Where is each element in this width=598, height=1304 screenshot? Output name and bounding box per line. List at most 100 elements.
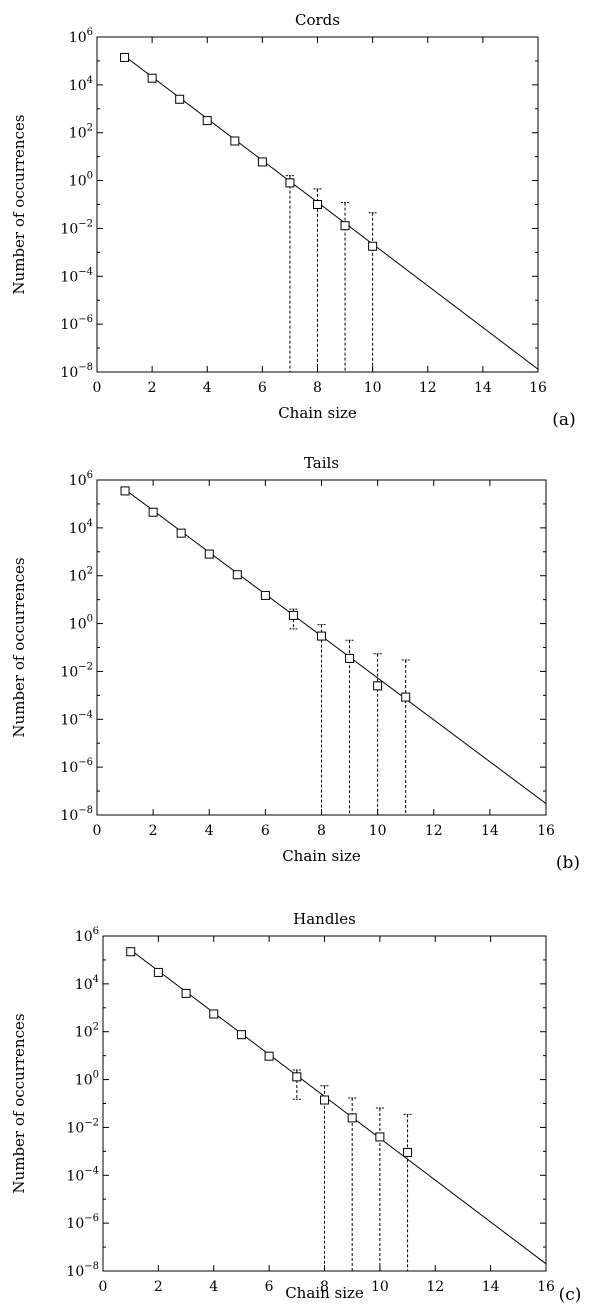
y-tick-exponent: 4: [93, 974, 99, 985]
x-tick-label: 2: [154, 1279, 163, 1295]
y-tick-base: 10: [75, 929, 93, 945]
x-tick-label: 8: [313, 380, 322, 396]
y-tick-base: 10: [75, 977, 93, 993]
y-tick-base: 10: [69, 174, 87, 190]
y-axis-label: Number of occurrences: [10, 557, 28, 737]
data-point: [373, 681, 383, 691]
y-tick-exponent: −4: [78, 266, 93, 277]
y-tick-exponent: −4: [84, 1165, 99, 1176]
y-tick-base: 10: [66, 1168, 84, 1184]
y-tick-exponent: −8: [84, 1261, 99, 1272]
y-tick-exponent: 2: [93, 1022, 99, 1033]
x-tick-label: 16: [537, 1279, 555, 1295]
y-tick-exponent: 6: [87, 470, 93, 481]
y-tick-label: 10−8: [60, 362, 93, 381]
y-tick-label: 10−4: [66, 1165, 99, 1184]
y-tick-exponent: 0: [93, 1070, 99, 1081]
data-point: [320, 1095, 329, 1105]
x-tick-label: 0: [99, 1279, 108, 1295]
y-tick-exponent: 2: [87, 566, 93, 577]
data-point: [232, 570, 242, 580]
x-tick-label: 14: [474, 380, 492, 396]
y-tick-base: 10: [60, 365, 78, 381]
x-tick-label: 10: [369, 823, 387, 839]
y-tick-exponent: −2: [78, 218, 93, 229]
x-tick-label: 10: [364, 380, 382, 396]
data-point: [347, 1113, 357, 1123]
panel-label: (c): [559, 1285, 582, 1304]
x-axis-label: Chain size: [285, 1284, 364, 1302]
y-tick-label: 102: [75, 1022, 99, 1041]
x-tick-label: 4: [209, 1279, 218, 1295]
data-point: [236, 1030, 246, 1040]
x-tick-label: 12: [426, 1279, 444, 1295]
y-tick-exponent: 4: [87, 75, 93, 86]
y-tick-label: 10−8: [66, 1261, 99, 1280]
y-tick-label: 100: [69, 171, 93, 190]
data-point: [204, 549, 214, 559]
data-point: [375, 1132, 385, 1142]
y-tick-base: 10: [75, 1073, 93, 1089]
data-point: [120, 52, 130, 62]
data-point: [126, 947, 136, 957]
y-tick-exponent: −6: [78, 757, 93, 768]
data-point: [260, 590, 270, 600]
x-tick-label: 16: [529, 380, 547, 396]
y-tick-base: 10: [75, 1025, 93, 1041]
y-tick-label: 10−8: [60, 805, 93, 824]
data-point: [340, 221, 350, 231]
y-tick-exponent: 6: [93, 926, 99, 937]
x-tick-label: 2: [148, 380, 157, 396]
data-point: [148, 507, 158, 517]
x-tick-label: 6: [258, 380, 267, 396]
fit-line: [124, 489, 546, 804]
fit-line: [130, 949, 546, 1265]
x-tick-label: 6: [265, 1279, 274, 1295]
y-tick-label: 102: [69, 566, 93, 585]
y-tick-label: 106: [69, 27, 93, 46]
data-point: [176, 528, 186, 538]
y-tick-label: 100: [75, 1070, 99, 1089]
data-point: [288, 610, 298, 620]
panel-label: (a): [552, 410, 575, 430]
data-point: [285, 178, 295, 188]
y-tick-base: 10: [60, 221, 78, 237]
y-tick-label: 106: [69, 470, 93, 489]
y-tick-exponent: −8: [78, 805, 93, 816]
y-tick-label: 102: [69, 123, 93, 142]
x-tick-label: 12: [419, 380, 437, 396]
y-tick-label: 104: [69, 75, 93, 94]
data-point: [202, 116, 212, 126]
y-tick-label: 10−4: [60, 266, 93, 285]
x-axis-label: Chain size: [282, 847, 361, 865]
x-tick-label: 14: [481, 823, 499, 839]
data-point: [257, 157, 267, 167]
y-tick-exponent: −6: [78, 314, 93, 325]
x-tick-label: 4: [203, 380, 212, 396]
x-tick-label: 10: [371, 1279, 389, 1295]
y-tick-base: 10: [66, 1120, 84, 1136]
data-point: [181, 988, 191, 998]
y-tick-label: 10−4: [60, 709, 93, 728]
y-tick-exponent: 0: [87, 614, 93, 625]
fit-line: [124, 55, 538, 370]
y-tick-label: 100: [69, 614, 93, 633]
y-axis-label: Number of occurrences: [10, 1013, 28, 1193]
panel-label: (b): [556, 853, 580, 873]
y-tick-base: 10: [69, 617, 87, 633]
x-axis-label: Chain size: [278, 404, 357, 422]
y-tick-exponent: −4: [78, 709, 93, 720]
x-tick-label: 8: [320, 1279, 329, 1295]
x-tick-label: 16: [537, 823, 555, 839]
data-point: [313, 200, 322, 209]
y-tick-label: 10−2: [60, 661, 93, 680]
data-point: [120, 486, 130, 496]
y-tick-base: 10: [66, 1216, 84, 1232]
x-tick-label: 4: [205, 823, 214, 839]
x-tick-label: 0: [93, 380, 102, 396]
chart-title: Cords: [295, 11, 340, 29]
